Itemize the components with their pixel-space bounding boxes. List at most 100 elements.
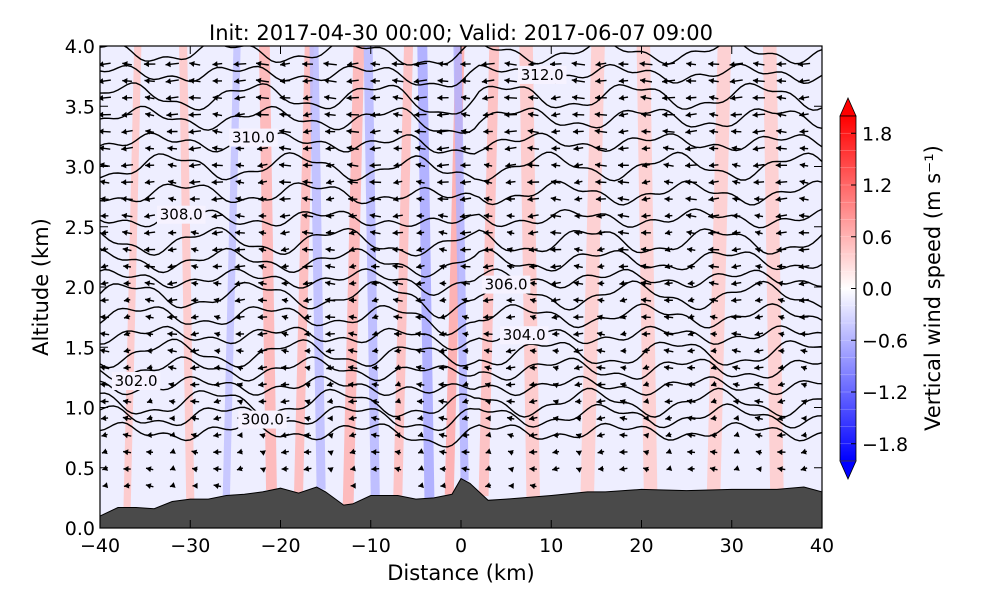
- wind-arrow: [325, 330, 335, 337]
- wind-arrow: [596, 212, 606, 219]
- wind-arrow: [662, 128, 675, 135]
- wind-arrow: [122, 94, 133, 101]
- wind-arrow: [641, 212, 651, 219]
- wind-arrow: [371, 465, 380, 472]
- wind-arrow: [482, 263, 494, 270]
- wind-arrow: [799, 196, 809, 203]
- wind-arrow: [168, 381, 176, 388]
- wind-arrow: [415, 331, 426, 337]
- wind-arrow: [437, 61, 449, 68]
- contour-line: [100, 63, 822, 88]
- wind-arrow: [709, 111, 719, 118]
- wind-arrow: [369, 145, 381, 152]
- wind-arrow: [392, 246, 404, 253]
- wind-arrow: [754, 313, 763, 320]
- wind-arrow: [123, 280, 131, 287]
- colorbar-tick-label: 1.8: [862, 123, 892, 145]
- wind-arrow: [279, 179, 291, 186]
- wind-arrow: [507, 432, 514, 439]
- x-tick-label: −20: [260, 535, 300, 557]
- wind-arrow: [417, 448, 424, 454]
- wind-arrow: [369, 212, 381, 219]
- wind-arrow: [754, 230, 763, 236]
- wind-arrow: [304, 365, 311, 372]
- wind-arrow: [169, 431, 176, 438]
- wind-arrow: [279, 212, 291, 219]
- wind-arrow: [258, 195, 267, 202]
- wind-arrow: [597, 246, 605, 253]
- wind-arrow: [257, 162, 268, 169]
- y-tick-label: 3.0: [65, 157, 95, 179]
- wind-arrow: [123, 330, 131, 337]
- wind-arrow: [596, 398, 606, 405]
- wind-arrow: [168, 196, 177, 203]
- wind-arrow: [143, 61, 156, 68]
- wind-arrow: [122, 77, 132, 84]
- wind-arrow: [685, 94, 697, 101]
- wind-arrow: [752, 94, 765, 101]
- wind-arrow: [418, 482, 424, 489]
- wind-arrow: [575, 450, 582, 456]
- wind-arrow: [414, 128, 427, 135]
- contour-label: 300.0: [241, 411, 284, 429]
- wind-arrow: [392, 263, 404, 270]
- wind-arrow: [666, 465, 673, 472]
- wind-arrow: [213, 449, 222, 456]
- wind-arrow: [663, 364, 674, 371]
- wind-arrow: [776, 61, 787, 68]
- wind-arrow: [482, 297, 494, 304]
- wind-arrow: [710, 331, 718, 338]
- wind-arrow: [212, 145, 223, 152]
- contour-line: [100, 82, 822, 115]
- wind-arrow: [752, 145, 765, 152]
- wind-arrow: [778, 331, 785, 338]
- wind-arrow: [326, 212, 335, 219]
- wind-arrow: [552, 348, 559, 355]
- wind-arrow: [280, 381, 290, 388]
- wind-arrow: [167, 162, 177, 169]
- wind-arrow: [481, 78, 495, 85]
- wind-arrow: [371, 313, 379, 320]
- wind-arrow: [755, 297, 763, 304]
- wind-arrow: [800, 465, 808, 472]
- wind-arrow: [685, 145, 698, 152]
- wind-arrow: [552, 465, 560, 472]
- wind-arrow: [212, 61, 223, 68]
- vertical-wind-band: [762, 46, 784, 490]
- wind-arrow: [573, 145, 584, 152]
- wind-arrow: [346, 128, 360, 135]
- wind-arrow: [664, 297, 673, 304]
- wind-arrow: [754, 398, 764, 405]
- wind-arrow: [392, 280, 404, 287]
- wind-arrow: [324, 111, 336, 118]
- wind-arrow: [281, 331, 289, 338]
- wind-arrow: [258, 263, 267, 270]
- wind-arrow: [775, 213, 788, 219]
- wind-arrow: [213, 483, 222, 490]
- wind-arrow: [212, 263, 222, 270]
- wind-arrow: [144, 179, 155, 186]
- vertical-wind-band: [706, 46, 732, 490]
- wind-arrow: [281, 448, 289, 455]
- wind-arrow: [505, 162, 517, 169]
- wind-arrow: [257, 297, 267, 304]
- wind-arrow: [732, 179, 741, 186]
- wind-arrow: [415, 162, 426, 169]
- colorbar-tick-label: −1.8: [862, 434, 908, 456]
- wind-arrow: [169, 398, 176, 405]
- wind-arrow: [213, 415, 222, 421]
- wind-arrow: [326, 179, 335, 185]
- contour-line: [100, 325, 822, 351]
- wind-arrow: [731, 280, 742, 287]
- wind-arrow: [462, 347, 469, 354]
- wind-arrow: [462, 381, 469, 387]
- wind-arrow: [371, 415, 380, 422]
- wind-arrow: [505, 347, 516, 354]
- wind-arrow: [190, 364, 200, 371]
- wind-arrow: [685, 111, 697, 118]
- wind-arrow: [550, 94, 561, 101]
- wind-arrow: [280, 432, 290, 438]
- wind-arrow: [258, 212, 267, 219]
- wind-arrow: [596, 348, 606, 354]
- wind-arrow: [213, 381, 221, 388]
